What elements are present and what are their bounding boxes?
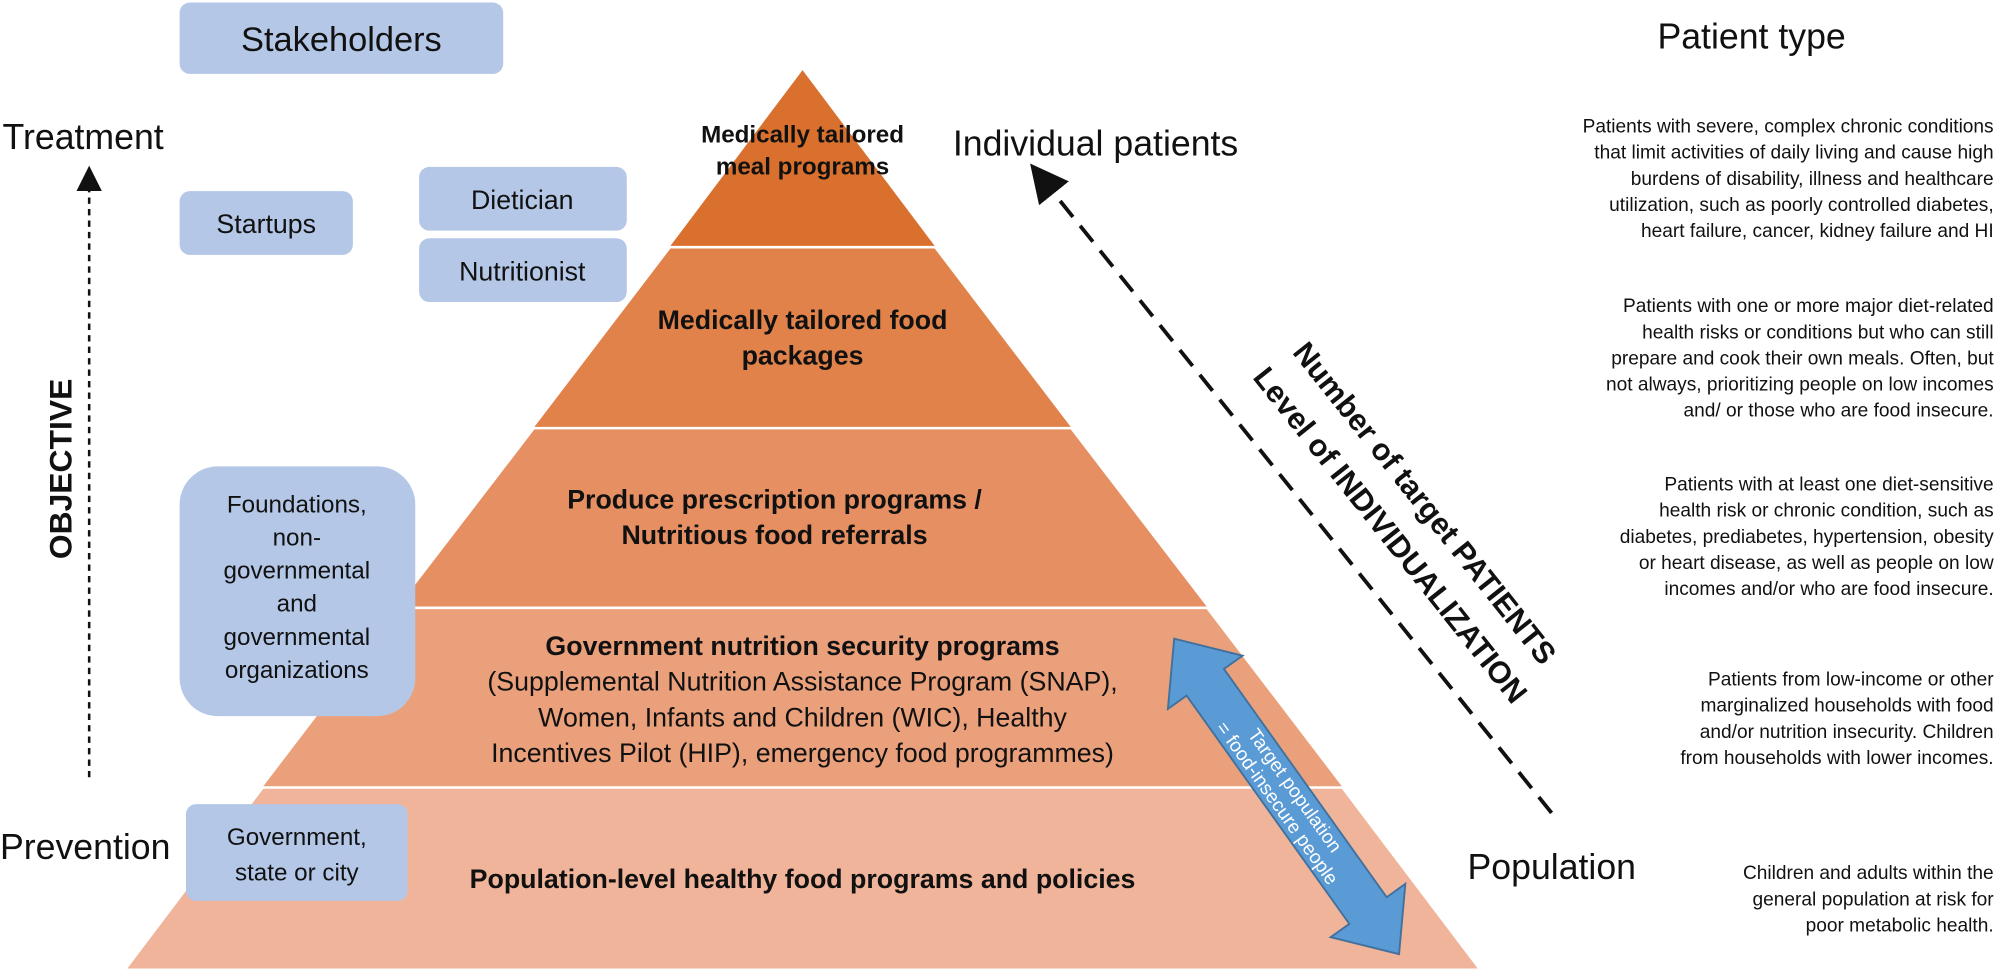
layer-3-title-line: Produce prescription programs / bbox=[567, 484, 982, 514]
foundations-box bbox=[179, 466, 416, 717]
individualization-arrow bbox=[1030, 163, 1554, 815]
patient-type-1-line: Patients with severe, complex chronic co… bbox=[1583, 117, 1994, 138]
startups-line: Startups bbox=[216, 209, 316, 239]
prevention-label: Prevention bbox=[0, 827, 170, 867]
patient-type-2-line: not always, prioritizing people on low i… bbox=[1606, 375, 1994, 396]
patient-type-2-line: Patients with one or more major diet-rel… bbox=[1623, 296, 1994, 317]
individual-patients-label: Individual patients bbox=[953, 123, 1238, 163]
patient-type-5-line: poor metabolic health. bbox=[1806, 915, 1994, 936]
patient-type-2-line: and/ or those who are food insecure. bbox=[1683, 401, 1993, 422]
patient-type-4-line: marginalized households with food bbox=[1700, 696, 1993, 717]
patient-type-4-line: Patients from low-income or other bbox=[1708, 670, 1994, 691]
stakeholders-header-box bbox=[179, 2, 504, 74]
patient-type-3-line: incomes and/or who are food insecure. bbox=[1664, 579, 1993, 600]
patient-type-1-line: utilization, such as poorly controlled d… bbox=[1609, 195, 1993, 216]
layer-1-title-line: Medically tailored bbox=[701, 122, 904, 149]
foundations-line: organizations bbox=[225, 657, 369, 684]
foundations-line: non- bbox=[273, 524, 321, 551]
layer-1-title-line: meal programs bbox=[716, 154, 889, 181]
objective-label: OBJECTIVE bbox=[42, 379, 78, 560]
patient-type-5-line: Children and adults within the bbox=[1743, 863, 1994, 884]
individualization-label: Level of INDIVIDUALIZATION bbox=[1246, 361, 1533, 710]
patient-type-3-line: diabetes, prediabetes, hypertension, obe… bbox=[1620, 527, 1994, 548]
patient-type-4-line: and/or nutrition insecurity. Children bbox=[1700, 722, 1994, 743]
patient-type-2-line: health risks or conditions but who can s… bbox=[1642, 322, 1994, 343]
government-line: state or city bbox=[235, 860, 360, 887]
layer-5-title-line: Population-level healthy food programs a… bbox=[470, 864, 1136, 894]
patient-type-3-line: health risk or chronic condition, such a… bbox=[1659, 501, 1994, 522]
nutritionist-box bbox=[419, 238, 627, 303]
government-line: Government, bbox=[227, 824, 367, 851]
layer-2-title-line: Medically tailored food bbox=[658, 305, 948, 335]
pyramid-layer-5 bbox=[127, 788, 1478, 969]
pyramid-layer-3 bbox=[398, 429, 1207, 607]
layer-4-title-line: Government nutrition security programs bbox=[545, 631, 1059, 661]
pyramid-layer-2 bbox=[534, 248, 1071, 427]
patient-type-1-line: heart failure, cancer, kidney failure an… bbox=[1641, 221, 1994, 242]
treatment-label: Treatment bbox=[3, 117, 164, 157]
foundations-line: and bbox=[277, 591, 317, 618]
target-patients-label: Number of target PATIENTS bbox=[1286, 336, 1562, 671]
startups-box bbox=[179, 191, 353, 255]
patient-type-2-line: prepare and cook their own meals. Often,… bbox=[1611, 348, 1994, 369]
stakeholders-header: Stakeholders bbox=[241, 21, 442, 59]
foundations-line: governmental bbox=[224, 624, 371, 651]
patient-type-5-line: general population at risk for bbox=[1753, 889, 1995, 910]
government-box bbox=[185, 804, 408, 901]
patient-type-3-line: Patients with at least one diet-sensitiv… bbox=[1664, 475, 1993, 496]
layer-4-detail-line: (Supplemental Nutrition Assistance Progr… bbox=[487, 667, 1117, 697]
patient-type-header: Patient type bbox=[1657, 16, 1845, 56]
patient-type-1-line: that limit activities of daily living an… bbox=[1594, 143, 1993, 164]
layer-3-title-line: Nutritious food referrals bbox=[621, 520, 927, 550]
patient-type-4-line: from households with lower incomes. bbox=[1680, 748, 1993, 769]
population-label: Population bbox=[1468, 847, 1636, 887]
foundations-line: governmental bbox=[224, 558, 371, 585]
layer-4-detail-line: Women, Infants and Children (WIC), Healt… bbox=[538, 702, 1067, 732]
layer-2-title-line: packages bbox=[742, 340, 864, 370]
pyramid-layer-4 bbox=[263, 609, 1342, 787]
patient-type-3-line: or heart disease, as well as people on l… bbox=[1639, 553, 1994, 574]
pyramid-layer-1 bbox=[670, 70, 935, 246]
foundations-line: Foundations, bbox=[227, 491, 367, 518]
dietician-line: Dietician bbox=[471, 185, 574, 215]
patient-type-1-line: burdens of disability, illness and healt… bbox=[1631, 169, 1994, 190]
nutritionist-line: Nutritionist bbox=[459, 256, 586, 286]
layer-4-detail-line: Incentives Pilot (HIP), emergency food p… bbox=[491, 738, 1114, 768]
dietician-box bbox=[419, 166, 627, 231]
